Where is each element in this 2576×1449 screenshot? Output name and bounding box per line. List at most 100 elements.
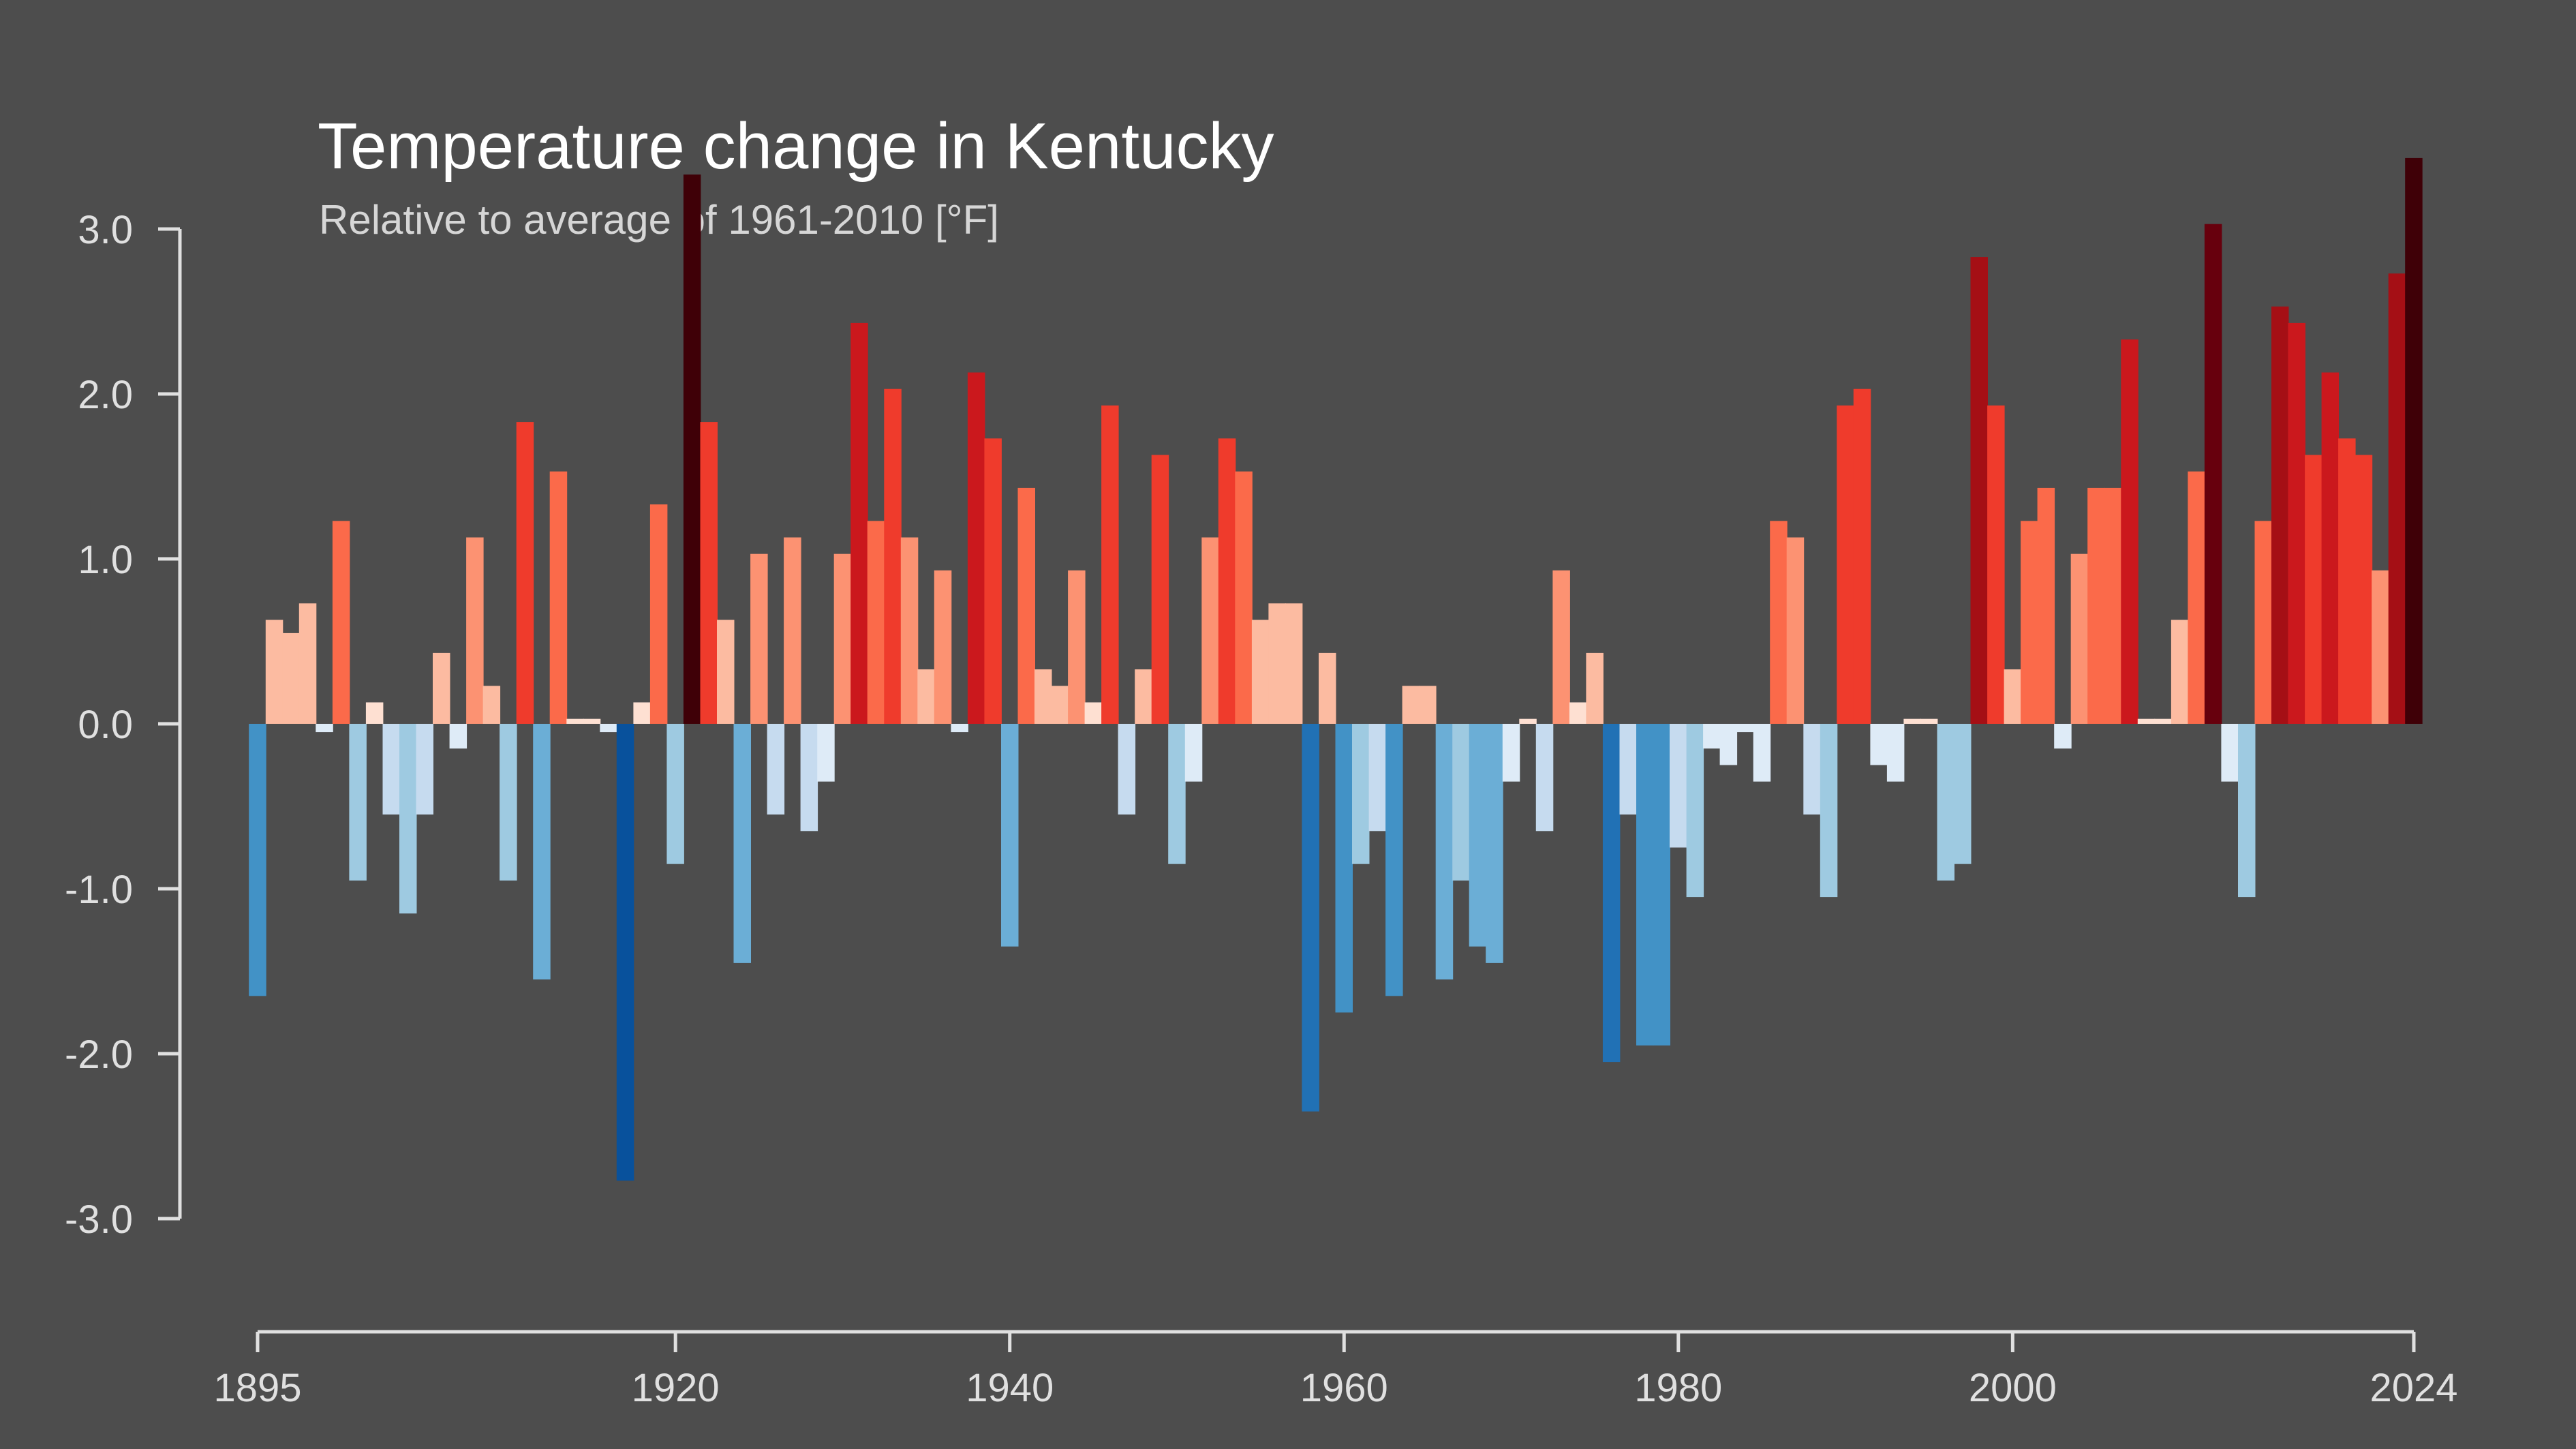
bar-1967 xyxy=(1452,724,1470,881)
bar-1953 xyxy=(1218,438,1236,724)
bar-1983 xyxy=(1719,724,1738,765)
bar-1944 xyxy=(1068,570,1086,724)
bar-1903 xyxy=(382,724,400,815)
bar-2004 xyxy=(2070,553,2089,724)
bar-2008 xyxy=(2137,718,2156,724)
bar-2021 xyxy=(2355,455,2373,724)
bar-1934 xyxy=(900,537,919,724)
bar-1915 xyxy=(583,718,601,724)
y-tick-label: 0.0 xyxy=(78,703,133,747)
bar-2001 xyxy=(2021,521,2038,724)
bar-2019 xyxy=(2321,372,2340,724)
y-tick-label: -2.0 xyxy=(65,1033,133,1077)
bar-1998 xyxy=(1970,257,1988,724)
bar-1995 xyxy=(1920,718,1938,724)
bar-2018 xyxy=(2305,455,2322,724)
bar-1898 xyxy=(298,603,317,724)
x-tick-label: 1980 xyxy=(1634,1366,1722,1410)
bar-2017 xyxy=(2288,322,2305,724)
bar-1971 xyxy=(1519,718,1537,724)
bar-1996 xyxy=(1937,724,1954,881)
bar-1979 xyxy=(1653,724,1670,1046)
bar-2003 xyxy=(2054,724,2072,749)
bar-1990 xyxy=(1837,405,1854,724)
bar-1942 xyxy=(1034,669,1052,724)
bars-group xyxy=(249,157,2423,1181)
bar-1941 xyxy=(1017,487,1035,724)
bar-1976 xyxy=(1602,724,1621,1063)
bar-1912 xyxy=(533,724,551,980)
x-tick-label: 1920 xyxy=(632,1366,720,1410)
bar-1935 xyxy=(917,669,935,724)
x-tick-label: 1895 xyxy=(213,1366,301,1410)
bar-1973 xyxy=(1552,570,1570,724)
chart-subtitle: Relative to average of 1961-2010 [°F] xyxy=(319,197,999,243)
bar-1969 xyxy=(1486,724,1503,963)
bar-1994 xyxy=(1903,718,1921,724)
bar-1949 xyxy=(1151,455,1169,724)
bar-1958 xyxy=(1302,724,1319,1112)
bar-2011 xyxy=(2188,471,2205,724)
bar-2007 xyxy=(2121,339,2138,724)
bar-1957 xyxy=(1285,603,1303,724)
bar-1914 xyxy=(566,718,584,724)
x-tick-label: 1940 xyxy=(966,1366,1054,1410)
bar-1959 xyxy=(1319,652,1336,724)
bar-1917 xyxy=(616,724,634,1181)
bar-1918 xyxy=(633,702,651,724)
bar-1955 xyxy=(1251,620,1270,724)
bar-1993 xyxy=(1886,724,1905,782)
bar-1956 xyxy=(1268,603,1286,724)
bar-1991 xyxy=(1853,388,1871,724)
bar-1900 xyxy=(332,521,350,724)
bar-2015 xyxy=(2254,521,2272,724)
bar-1974 xyxy=(1569,702,1587,724)
bar-1929 xyxy=(817,724,835,782)
bar-1987 xyxy=(1786,537,1805,724)
bar-1961 xyxy=(1352,724,1370,864)
bar-2023 xyxy=(2388,273,2406,724)
bar-1938 xyxy=(967,372,985,724)
bar-2000 xyxy=(2004,669,2022,724)
bar-1919 xyxy=(649,504,668,724)
bar-2002 xyxy=(2037,487,2055,724)
bar-1982 xyxy=(1703,724,1721,749)
bar-1896 xyxy=(265,620,283,724)
bar-2022 xyxy=(2372,570,2389,724)
bar-1948 xyxy=(1135,669,1152,724)
bar-1933 xyxy=(884,388,902,724)
bar-1897 xyxy=(282,632,300,724)
bar-2010 xyxy=(2171,620,2189,724)
bar-1964 xyxy=(1402,686,1420,724)
bar-1977 xyxy=(1619,724,1637,815)
bar-1922 xyxy=(700,422,718,724)
bar-2020 xyxy=(2338,438,2356,724)
bar-1911 xyxy=(516,422,534,724)
bar-1984 xyxy=(1736,724,1754,733)
bar-1925 xyxy=(750,553,768,724)
bar-2006 xyxy=(2104,487,2122,724)
bar-2013 xyxy=(2221,724,2239,782)
bar-1910 xyxy=(500,724,517,881)
bar-1926 xyxy=(767,724,785,815)
bar-1966 xyxy=(1435,724,1454,980)
bar-1905 xyxy=(416,724,433,815)
bar-1999 xyxy=(1987,405,2005,724)
bar-1936 xyxy=(934,570,952,724)
bar-1908 xyxy=(466,537,484,724)
bar-1986 xyxy=(1770,521,1788,724)
bar-1907 xyxy=(449,724,467,749)
bar-1952 xyxy=(1201,537,1219,724)
y-tick-label: -1.0 xyxy=(65,868,133,912)
bar-1981 xyxy=(1686,724,1704,898)
bar-1932 xyxy=(867,521,885,724)
bar-1902 xyxy=(365,702,384,724)
bar-1951 xyxy=(1184,724,1203,782)
bar-2014 xyxy=(2238,724,2256,898)
bar-1927 xyxy=(784,537,801,724)
bar-1921 xyxy=(683,174,701,724)
bar-1940 xyxy=(1001,724,1019,947)
bar-1895 xyxy=(249,724,266,996)
bar-1923 xyxy=(717,620,735,724)
